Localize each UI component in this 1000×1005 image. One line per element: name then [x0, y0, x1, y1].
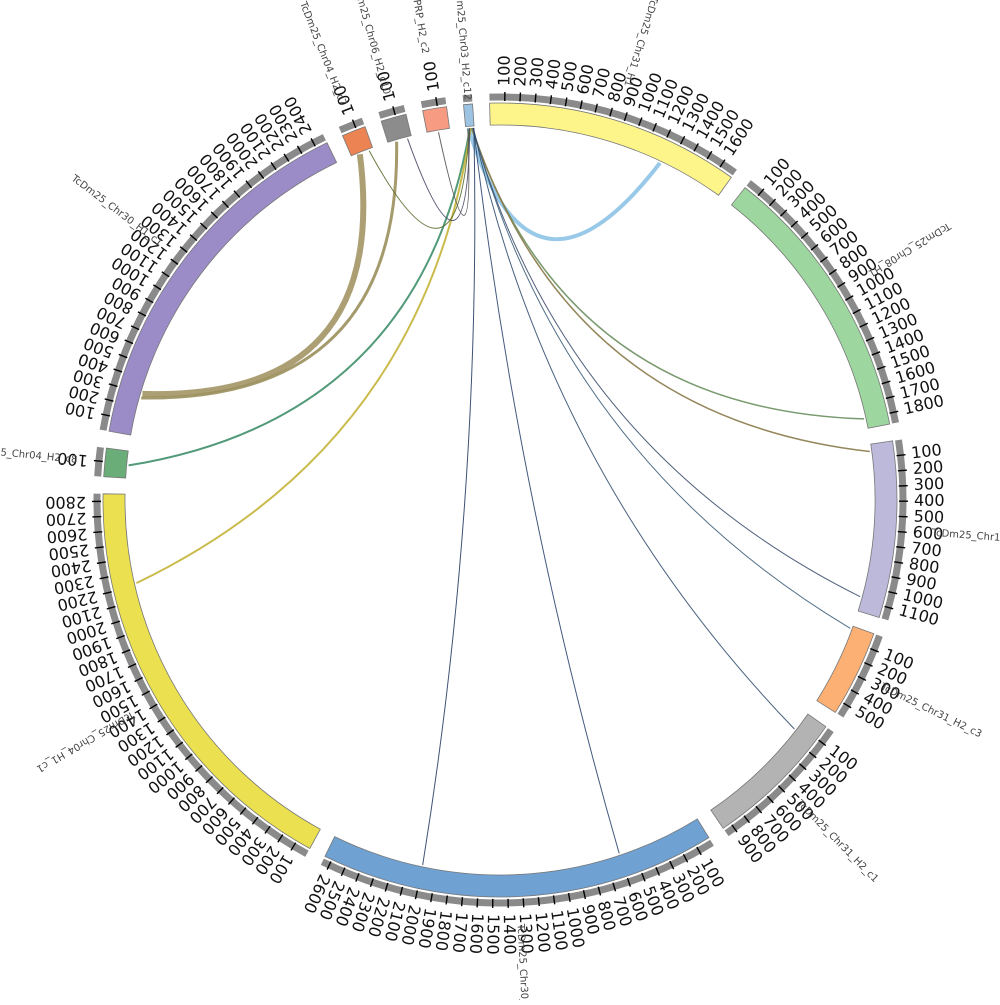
ideogram-tcdm25-chr06-h2-c10: [381, 114, 411, 142]
segment-label-tcdm25-chr31-h2-c3: TcDm25_Chr31_H2_c3: [878, 681, 983, 740]
major-tick: [93, 532, 102, 533]
segment-label-prp-h2-c2: PRP_H2_c2: [411, 0, 431, 55]
segment-label-tcdm25-chr31-h2-c1: TcDm25_Chr31_H2_c1: [794, 798, 881, 885]
ideogram-tcdm25-chr04-h2-c7: [343, 127, 373, 156]
tick-label: 100: [420, 60, 444, 93]
link-ribbon: [369, 128, 469, 228]
major-tick: [94, 461, 103, 462]
major-tick: [462, 897, 463, 906]
links-layer: [129, 128, 870, 865]
major-tick: [538, 897, 539, 906]
link-ribbon: [439, 128, 469, 215]
segment-label-tcdm25-chr04-h2-c8: TcDm25_Chr04_H2_c8: [0, 444, 78, 466]
major-tick: [898, 470, 907, 471]
segment-label-tcdm25-chr03-h2-c12: TcDm25_Chr03_H2_c12: [452, 0, 472, 100]
major-tick: [898, 532, 907, 533]
major-tick: [523, 898, 524, 907]
link-ribbon: [423, 128, 475, 865]
ideogram-tcdm25-chr04-h2-c8: [104, 448, 129, 478]
major-tick: [897, 455, 906, 456]
minor-tick-band: [421, 101, 445, 105]
major-tick: [535, 94, 536, 103]
minor-tick-band: [379, 108, 404, 115]
ideogram-prp-h2-c2: [423, 107, 450, 133]
segment-label-tcdm25-chr08-h1: TcDm25_Chr08_H1: [866, 219, 953, 278]
ticks-layer: [92, 92, 908, 908]
segment-label-tcdm25-chr04-h2-c7: TcDm25_Chr04_H2_c7: [297, 0, 348, 108]
ideogram-tcdm25-chr03-h2-c12: [464, 104, 475, 127]
segment-label-tcdm25-chr06-h2-c10: TcDm25_Chr06_H2_c10: [350, 0, 392, 96]
ideogram-layer: [103, 103, 897, 897]
tick-label: 2800: [45, 493, 86, 512]
major-tick: [477, 898, 478, 907]
